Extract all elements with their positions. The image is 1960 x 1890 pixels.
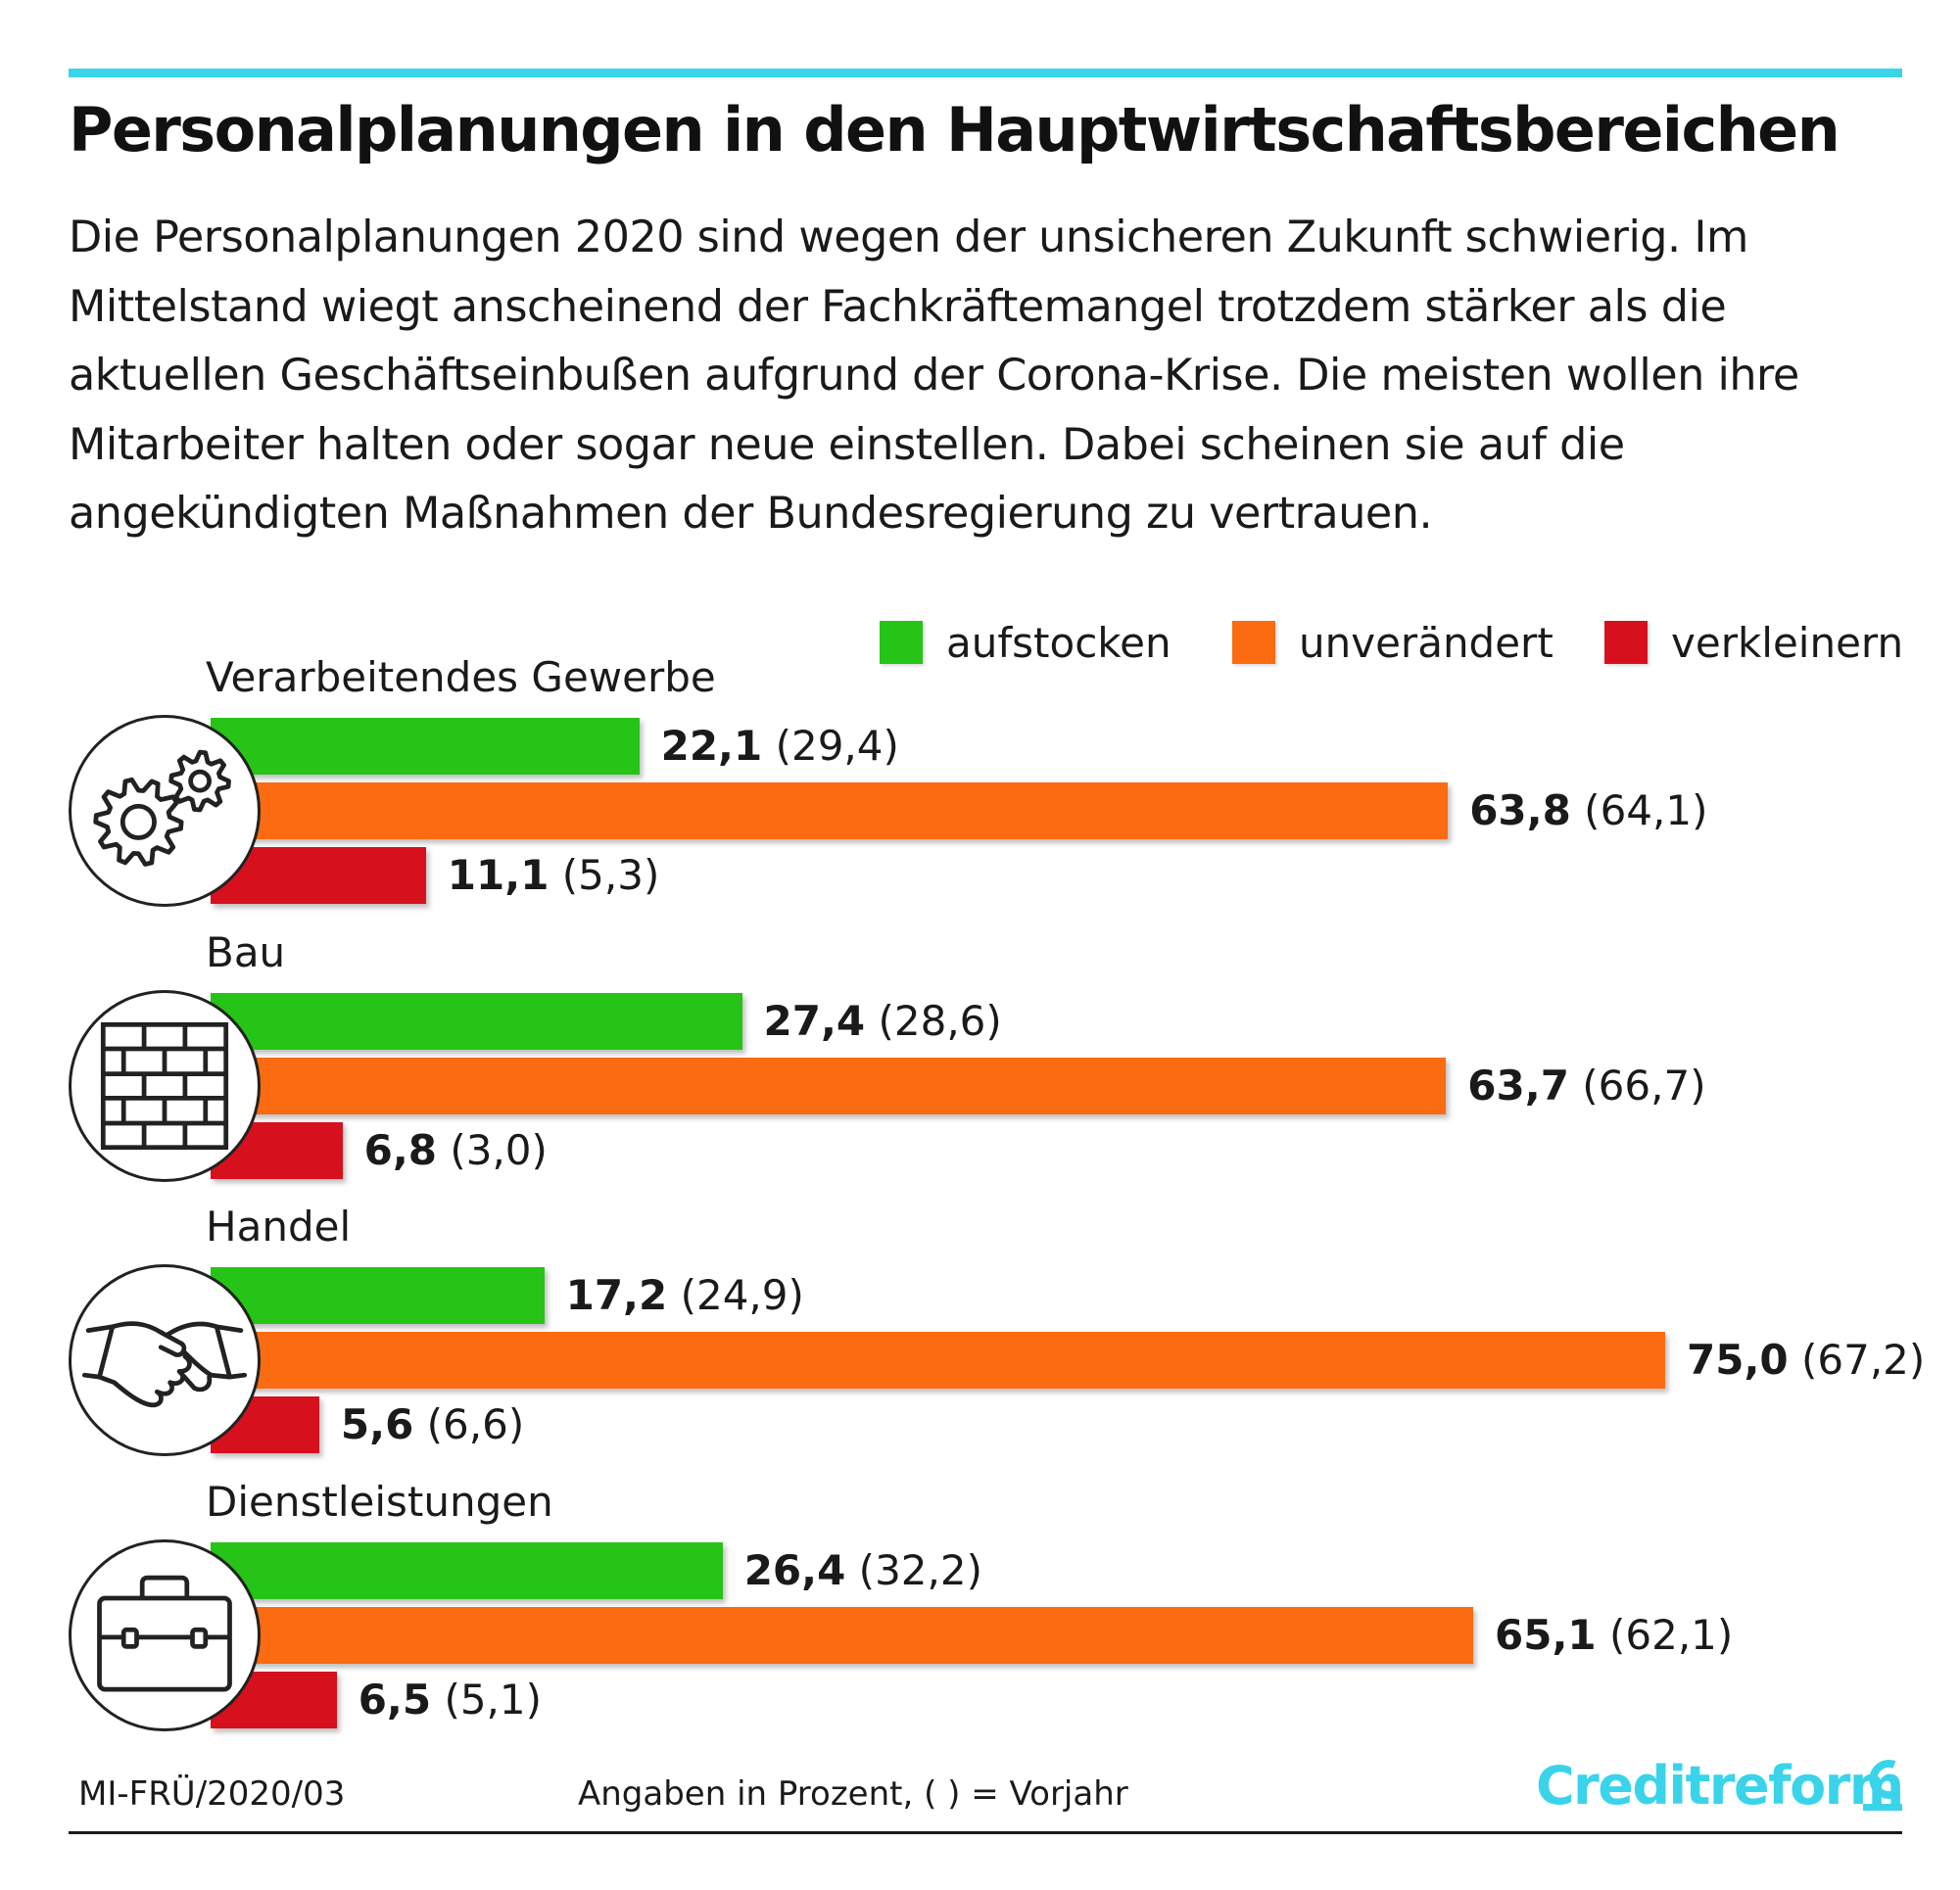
gears-icon xyxy=(69,715,261,907)
legend-item-1: unverändert xyxy=(1232,618,1554,667)
briefcase-icon xyxy=(69,1539,261,1731)
data-label-value: 27,4 xyxy=(763,997,866,1045)
data-label: 11,1 (5,3) xyxy=(448,847,660,904)
data-label-value: 11,1 xyxy=(447,851,550,899)
data-label-value: 17,2 xyxy=(565,1271,668,1319)
bar-aufstocken xyxy=(211,1542,723,1599)
data-label-value: 26,4 xyxy=(743,1546,846,1594)
data-label-previous-year: (64,1) xyxy=(1570,786,1708,834)
data-label-value: 75,0 xyxy=(1687,1336,1789,1384)
data-label-previous-year: (3,0) xyxy=(437,1126,548,1174)
category-label: Verarbeitendes Gewerbe xyxy=(206,653,716,701)
legend-label: unverändert xyxy=(1299,618,1554,667)
data-label: 65,1 (62,1) xyxy=(1495,1607,1733,1664)
data-label: 27,4 (28,6) xyxy=(764,993,1002,1050)
legend-item-2: verkleinern xyxy=(1604,618,1904,667)
legend-item-0: aufstocken xyxy=(880,618,1171,667)
legend-label: aufstocken xyxy=(946,618,1171,667)
handshake-icon xyxy=(69,1264,261,1456)
data-label-previous-year: (5,1) xyxy=(431,1676,543,1724)
data-label-previous-year: (6,6) xyxy=(413,1400,525,1448)
bar-unverändert xyxy=(211,1332,1665,1389)
data-label-value: 22,1 xyxy=(660,722,763,770)
legend-label: verkleinern xyxy=(1671,618,1904,667)
bar-aufstocken xyxy=(211,1267,545,1324)
brick-wall-icon xyxy=(69,990,261,1182)
data-label: 17,2 (24,9) xyxy=(566,1267,804,1324)
legend-swatch xyxy=(880,621,923,664)
data-label-previous-year: (32,2) xyxy=(845,1546,982,1594)
data-label-previous-year: (5,3) xyxy=(549,851,660,899)
data-label-value: 6,8 xyxy=(363,1126,437,1174)
data-label: 63,7 (66,7) xyxy=(1467,1058,1705,1114)
data-label: 26,4 (32,2) xyxy=(744,1542,982,1599)
bottom-rule xyxy=(69,1831,1902,1834)
brand-logo-icon xyxy=(1863,1760,1902,1811)
brand-logo-text: Creditreform xyxy=(1536,1755,1904,1817)
data-label: 75,0 (67,2) xyxy=(1687,1332,1925,1389)
data-label-previous-year: (28,6) xyxy=(865,997,1002,1045)
data-label: 5,6 (6,6) xyxy=(341,1396,524,1453)
data-label-previous-year: (62,1) xyxy=(1596,1611,1734,1659)
data-label-value: 65,1 xyxy=(1495,1611,1597,1659)
data-label-value: 6,5 xyxy=(358,1676,432,1724)
data-label-value: 63,8 xyxy=(1469,786,1571,834)
footer-note: Angaben in Prozent, ( ) = Vorjahr xyxy=(578,1774,1128,1814)
data-label-value: 63,7 xyxy=(1467,1062,1569,1110)
chart-description: Die Personalplanungen 2020 sind wegen de… xyxy=(69,213,1799,539)
chart-title: Personalplanungen in den Hauptwirtschaft… xyxy=(69,94,1840,165)
legend-swatch xyxy=(1232,621,1275,664)
legend-swatch xyxy=(1604,621,1648,664)
data-label: 22,1 (29,4) xyxy=(661,718,899,775)
data-label-previous-year: (67,2) xyxy=(1788,1336,1926,1384)
data-label: 6,5 (5,1) xyxy=(359,1672,542,1728)
data-label-previous-year: (24,9) xyxy=(667,1271,804,1319)
top-accent-line xyxy=(69,69,1902,77)
data-label-previous-year: (66,7) xyxy=(1568,1062,1706,1110)
data-label: 63,8 (64,1) xyxy=(1469,782,1707,839)
bar-unverändert xyxy=(211,1058,1447,1114)
bar-aufstocken xyxy=(211,718,640,775)
bar-unverändert xyxy=(211,1607,1473,1664)
data-label: 6,8 (3,0) xyxy=(364,1122,548,1179)
category-label: Dienstleistungen xyxy=(206,1478,553,1526)
bar-unverändert xyxy=(211,782,1449,839)
data-label-value: 5,6 xyxy=(340,1400,414,1448)
category-label: Bau xyxy=(206,928,286,976)
category-label: Handel xyxy=(206,1203,352,1251)
bar-aufstocken xyxy=(211,993,742,1050)
footer-code: MI-FRÜ/2020/03 xyxy=(78,1774,346,1814)
data-label-previous-year: (29,4) xyxy=(762,722,899,770)
